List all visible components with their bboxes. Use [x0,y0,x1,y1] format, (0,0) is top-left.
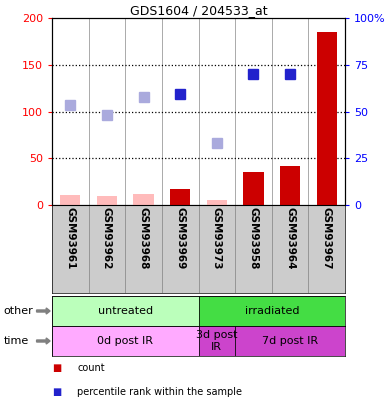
Text: GSM93973: GSM93973 [212,207,222,269]
Bar [60,195,80,205]
Bar [207,200,227,205]
Text: GSM93961: GSM93961 [65,207,75,269]
Text: ■: ■ [52,387,61,396]
Text: count: count [77,363,105,373]
Text: 3d post
IR: 3d post IR [196,330,238,352]
Bar [280,166,300,205]
Text: 0d post IR: 0d post IR [97,336,153,346]
Text: GSM93964: GSM93964 [285,207,295,269]
Text: irradiated: irradiated [244,306,299,316]
Text: GSM93969: GSM93969 [175,207,185,269]
Bar [170,189,190,205]
Bar [199,326,235,356]
Text: untreated: untreated [98,306,153,316]
Text: GSM93967: GSM93967 [322,207,332,269]
Bar [134,194,154,205]
Text: ■: ■ [52,363,61,373]
Bar [199,296,345,326]
Bar [235,326,345,356]
Text: other: other [4,306,33,316]
Bar [243,172,263,205]
Bar [52,296,199,326]
Text: GSM93958: GSM93958 [248,207,258,269]
Bar [97,196,117,205]
Bar [316,32,337,205]
Text: time: time [4,336,29,346]
Title: GDS1604 / 204533_at: GDS1604 / 204533_at [130,4,267,17]
Text: GSM93962: GSM93962 [102,207,112,269]
Text: 7d post IR: 7d post IR [262,336,318,346]
Text: GSM93968: GSM93968 [139,207,149,269]
Bar [52,326,199,356]
Text: percentile rank within the sample: percentile rank within the sample [77,387,242,396]
